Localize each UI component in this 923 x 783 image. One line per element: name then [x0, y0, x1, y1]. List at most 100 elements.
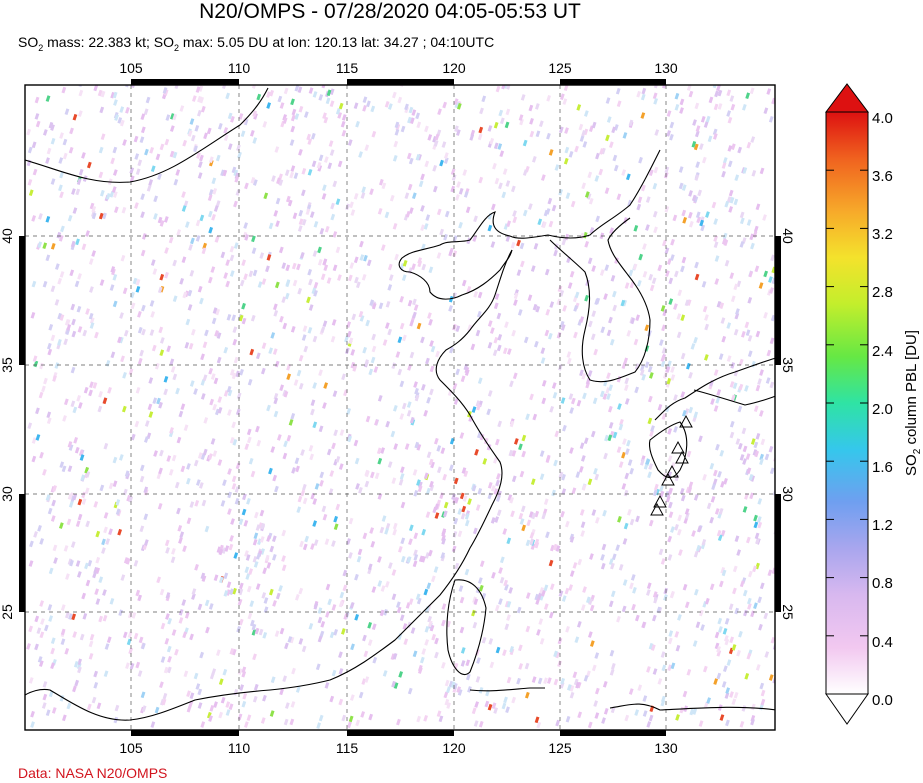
so2-pixel	[252, 269, 258, 277]
so2-pixel	[739, 241, 745, 248]
so2-pixel	[71, 318, 76, 326]
so2-pixel	[664, 247, 670, 255]
so2-pixel	[112, 91, 118, 99]
so2-pixel	[668, 277, 674, 285]
so2-pixel	[354, 276, 359, 284]
so2-pixel	[618, 563, 624, 571]
so2-pixel	[413, 381, 418, 388]
so2-pixel	[88, 312, 94, 320]
so2-pixel	[661, 347, 667, 354]
so2-pixel	[464, 568, 470, 576]
so2-pixel	[729, 196, 735, 204]
so2-pixel	[36, 627, 42, 635]
so2-pixel	[160, 656, 166, 663]
so2-pixel	[644, 361, 650, 369]
so2-pixel	[529, 130, 535, 138]
so2-pixel	[652, 489, 658, 497]
so2-pixel	[140, 211, 145, 219]
so2-pixel	[266, 404, 271, 412]
so2-pixel	[144, 420, 150, 427]
so2-pixel	[520, 94, 526, 101]
so2-pixel	[27, 422, 33, 430]
so2-pixel	[102, 397, 108, 405]
lat-tick-label: 25	[0, 604, 15, 620]
so2-pixel	[208, 603, 214, 610]
so2-pixel	[317, 258, 323, 266]
so2-pixel	[329, 631, 335, 639]
so2-pixel	[242, 231, 248, 239]
so2-pixel	[293, 172, 299, 180]
so2-pixel	[400, 125, 406, 133]
so2-pixel	[262, 121, 268, 128]
so2-pixel	[548, 559, 554, 567]
so2-pixel	[103, 526, 108, 534]
so2-pixel	[29, 540, 34, 548]
so2-pixel	[532, 413, 538, 421]
so2-pixel	[233, 356, 239, 364]
so2-pixel	[363, 650, 369, 658]
so2-pixel	[721, 335, 727, 343]
so2-pixel	[188, 700, 194, 708]
so2-pixel	[246, 428, 252, 436]
so2-pixel	[134, 153, 140, 160]
so2-pixel	[539, 450, 545, 457]
so2-pixel	[308, 622, 314, 630]
so2-pixel	[129, 175, 135, 183]
so2-pixel	[695, 161, 701, 169]
so2-pixel	[34, 113, 40, 120]
so2-pixel	[134, 420, 140, 428]
so2-pixel	[284, 642, 289, 650]
so2-pixel	[487, 390, 493, 397]
lon-tick-label: 120	[442, 740, 466, 756]
so2-pixel	[698, 720, 704, 727]
so2-pixel	[581, 182, 587, 190]
so2-pixel	[538, 618, 544, 625]
so2-pixel	[753, 405, 759, 413]
so2-pixel	[298, 587, 304, 595]
so2-pixel	[241, 670, 247, 678]
so2-pixel	[430, 345, 436, 353]
so2-pixel	[274, 146, 280, 153]
so2-pixel	[754, 265, 760, 273]
so2-pixel	[413, 549, 418, 557]
so2-pixel	[371, 586, 377, 593]
so2-pixel	[747, 334, 753, 342]
so2-pixel	[748, 473, 754, 481]
so2-pixel	[570, 200, 576, 208]
so2-pixel	[261, 278, 267, 285]
so2-pixel	[667, 428, 673, 435]
so2-pixel	[312, 91, 318, 98]
so2-pixel	[441, 141, 447, 148]
so2-pixel	[63, 398, 69, 406]
so2-pixel	[517, 309, 523, 316]
so2-pixel	[647, 417, 653, 425]
so2-pixel	[223, 272, 229, 279]
so2-pixel	[413, 553, 419, 561]
so2-pixel	[233, 200, 238, 208]
so2-pixel	[521, 524, 527, 532]
so2-pixel	[325, 611, 330, 618]
so2-pixel	[487, 703, 493, 711]
so2-pixel	[558, 188, 564, 196]
so2-pixel	[335, 246, 341, 254]
so2-pixel	[529, 538, 535, 546]
so2-pixel	[290, 98, 295, 106]
so2-pixel	[526, 519, 532, 527]
so2-pixel	[195, 683, 201, 690]
so2-pixel	[67, 441, 73, 448]
so2-pixel	[318, 714, 324, 722]
so2-pixel	[154, 706, 160, 714]
so2-pixel	[155, 362, 160, 370]
so2-pixel	[183, 670, 189, 678]
so2-pixel	[425, 357, 430, 365]
so2-pixel	[200, 393, 206, 400]
so2-pixel	[289, 139, 295, 146]
so2-pixel	[109, 284, 115, 291]
so2-pixel	[555, 651, 561, 659]
so2-pixel	[181, 599, 187, 606]
so2-pixel	[408, 157, 414, 165]
so2-pixel	[247, 436, 252, 444]
so2-pixel	[57, 277, 63, 285]
so2-pixel	[491, 571, 496, 579]
so2-pixel	[755, 432, 761, 440]
